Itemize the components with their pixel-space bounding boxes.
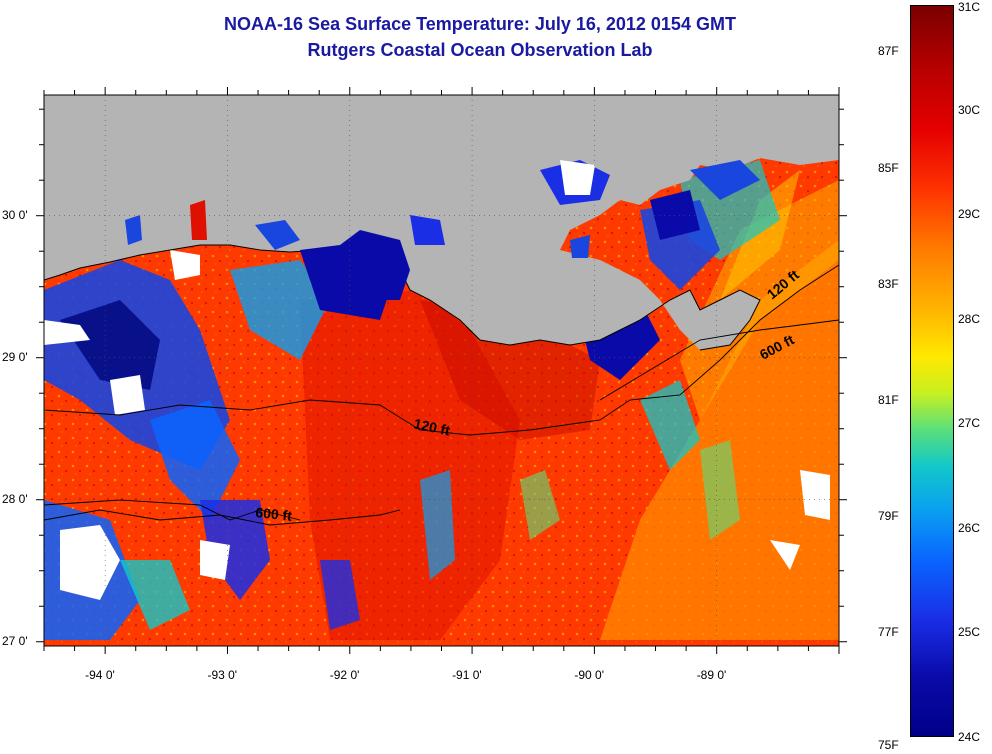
graticule (44, 95, 839, 646)
map-title: NOAA-16 Sea Surface Temperature: July 16… (224, 14, 736, 34)
colorbar-celsius-label: 26C (958, 520, 981, 535)
isobath-contours (44, 264, 839, 526)
lon-tick-label: -94 0' (85, 668, 115, 682)
axis-ticks (36, 87, 847, 654)
colorbar-celsius-label: 25C (958, 625, 981, 640)
lon-tick-label: -90 0' (574, 668, 605, 682)
lon-tick-label: -92 0' (329, 668, 360, 682)
colorbar-fahrenheit-label: 81F (878, 393, 899, 408)
colorbar-celsius-label: 30C (958, 102, 981, 117)
lon-tick-label: -89 0' (696, 668, 727, 682)
isobath-label-600-west: 600 ft (255, 504, 293, 524)
lat-tick-label: 30 0' (2, 207, 28, 222)
lat-tick-label: 28 0' (2, 491, 28, 506)
warm-water-regions (300, 290, 600, 640)
colorbar-fahrenheit-label: 77F (878, 625, 899, 640)
colorbar (910, 5, 954, 737)
colorbar-celsius-label: 29C (958, 207, 981, 222)
colorbar-fahrenheit-label: 87F (878, 44, 899, 59)
colorbar-celsius-label: 27C (958, 416, 981, 431)
map-subtitle: Rutgers Coastal Ocean Observation Lab (307, 40, 653, 60)
colorbar-celsius-label: 31C (958, 0, 981, 14)
coastline (44, 244, 761, 351)
colorbar-fahrenheit-label: 79F (878, 509, 899, 524)
lon-tick-label: -91 0' (452, 668, 482, 682)
colorbar-fahrenheit-label: 85F (878, 160, 899, 175)
colorbar-celsius-label: 24C (958, 730, 981, 744)
lat-tick-label: 29 0' (2, 349, 28, 364)
lon-tick-label: -93 0' (207, 668, 238, 682)
cloud-cover (44, 250, 830, 600)
land-mass (44, 95, 839, 350)
isobath-label-120-west: 120 ft (412, 415, 451, 438)
colorbar-fahrenheit-label: 83F (878, 276, 899, 291)
colorbar-celsius-label: 28C (958, 311, 981, 326)
colorbar-fahrenheit-label: 75F (878, 738, 899, 752)
lat-tick-label: 27 0' (2, 633, 28, 648)
inland-water (125, 160, 760, 300)
